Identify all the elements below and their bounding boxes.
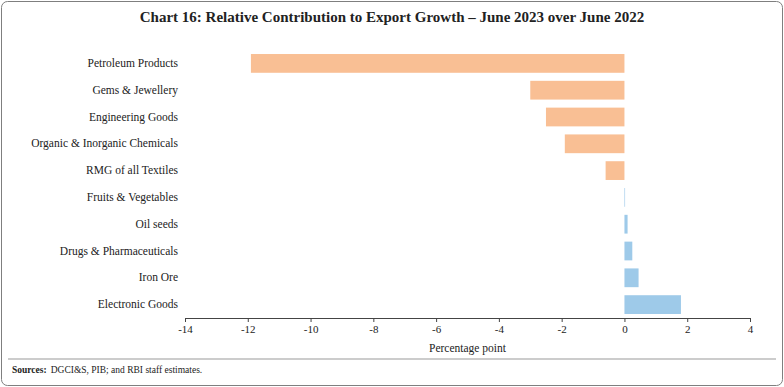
x-tick: 2 xyxy=(685,318,691,335)
frame xyxy=(2,2,783,386)
x-tick-mark xyxy=(311,318,312,322)
bar xyxy=(606,161,625,180)
x-tick: 4 xyxy=(748,318,754,335)
bar xyxy=(530,81,624,100)
y-tick-label: Electronic Goods xyxy=(98,298,179,310)
x-tick: -12 xyxy=(241,318,256,335)
x-tick: -8 xyxy=(369,318,379,335)
y-tick: RMG of all Textiles xyxy=(86,164,181,176)
y-tick: Oil seeds xyxy=(136,218,181,230)
y-tick: Fruits & Vegetables xyxy=(87,191,181,204)
bar xyxy=(624,242,632,261)
x-tick-mark xyxy=(687,318,688,322)
x-tick: -6 xyxy=(432,318,442,335)
source-label: Sources: xyxy=(12,365,47,375)
x-tick-label: -8 xyxy=(369,323,379,335)
x-tick-mark xyxy=(499,318,500,322)
x-tick-mark xyxy=(248,318,249,322)
y-tick-label: Fruits & Vegetables xyxy=(87,191,179,204)
y-tick-label: Iron Ore xyxy=(139,271,178,283)
y-tick-label: Gems & Jewellery xyxy=(92,84,178,97)
y-tick-label: RMG of all Textiles xyxy=(86,164,178,176)
y-tick: Drugs & Pharmaceuticals xyxy=(60,245,181,258)
x-tick-label: 0 xyxy=(622,323,628,335)
y-tick-label: Oil seeds xyxy=(136,218,179,230)
x-tick-label: -14 xyxy=(178,323,193,335)
x-axis: -14 -12 -10 -8 -6 -4 -2 0 2 4 xyxy=(178,318,754,335)
separator xyxy=(8,359,776,360)
bar xyxy=(546,108,624,127)
y-tick-label: Organic & Inorganic Chemicals xyxy=(31,137,178,150)
x-tick-mark xyxy=(562,318,563,322)
y-tick-label: Petroleum Products xyxy=(88,57,179,69)
y-tick: Organic & Inorganic Chemicals xyxy=(31,137,181,150)
x-tick-mark xyxy=(373,318,374,322)
x-tick-label: -4 xyxy=(495,323,505,335)
y-tick: Gems & Jewellery xyxy=(92,84,181,97)
x-tick: -14 xyxy=(178,318,193,335)
x-axis-line xyxy=(186,319,751,323)
bar xyxy=(565,134,625,153)
y-tick-label: Drugs & Pharmaceuticals xyxy=(60,245,179,258)
x-axis-title: Percentage point xyxy=(429,342,507,355)
y-tick: Electronic Goods xyxy=(98,298,181,310)
x-tick-label: -10 xyxy=(304,323,319,335)
y-tick: Engineering Goods xyxy=(89,111,181,124)
x-tick-label: -12 xyxy=(241,323,256,335)
y-tick: Petroleum Products xyxy=(88,57,181,69)
x-tick: -10 xyxy=(304,318,319,335)
y-axis: Petroleum Products Gems & Jewellery Engine… xyxy=(31,57,181,310)
x-tick: -2 xyxy=(558,318,567,335)
x-tick: -4 xyxy=(495,318,505,335)
x-tick-mark xyxy=(750,318,751,322)
bar xyxy=(624,215,627,234)
y-tick-label: Engineering Goods xyxy=(89,111,179,124)
bar xyxy=(624,188,626,207)
title: Chart 16: Relative Contribution to Expor… xyxy=(140,9,644,25)
bar xyxy=(624,295,681,314)
x-tick: 0 xyxy=(622,318,628,335)
x-tick-label: 4 xyxy=(748,323,754,335)
x-tick-mark xyxy=(436,318,437,322)
bar xyxy=(624,268,638,287)
source: Sources: DGCI&S, PIB; and RBI staff estim… xyxy=(12,365,202,375)
x-tick-label: -6 xyxy=(432,323,442,335)
x-tick-mark xyxy=(624,318,625,322)
x-tick-label: -2 xyxy=(558,323,567,335)
bar xyxy=(251,54,625,73)
source-text: DGCI&S, PIB; and RBI staff estimates. xyxy=(51,365,203,375)
bars xyxy=(251,54,681,314)
x-tick-label: 2 xyxy=(685,323,691,335)
y-tick: Iron Ore xyxy=(139,271,181,283)
x-tick-mark xyxy=(185,318,186,322)
